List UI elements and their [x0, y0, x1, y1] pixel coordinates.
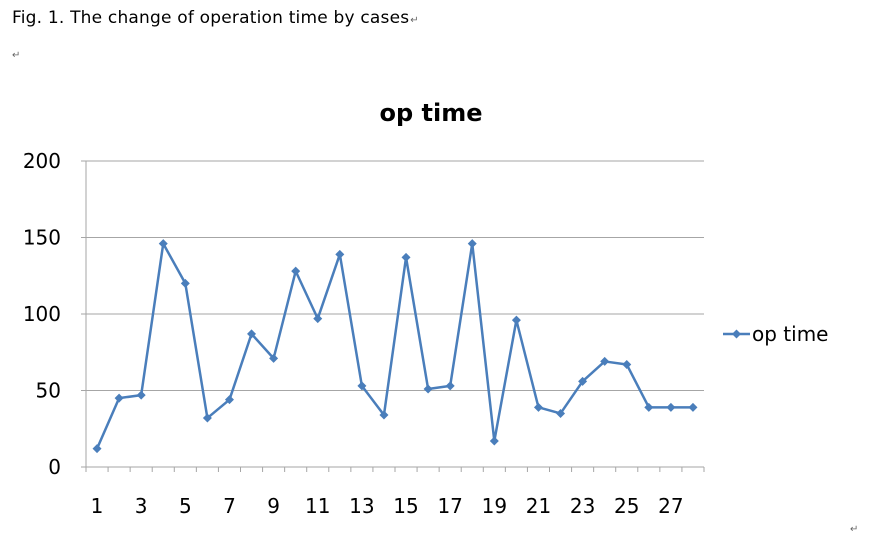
data-point — [158, 239, 168, 249]
x-tick-label: 11 — [305, 494, 330, 518]
data-point — [401, 252, 411, 262]
data-point — [445, 381, 455, 391]
data-point — [357, 381, 367, 391]
data-point — [556, 408, 566, 418]
data-point — [600, 356, 610, 366]
y-tick-label: 150 — [23, 226, 61, 250]
x-tick-label: 19 — [482, 494, 507, 518]
legend: op time — [723, 322, 828, 346]
data-point — [511, 315, 521, 325]
legend-label: op time — [752, 322, 828, 346]
data-point — [688, 402, 698, 412]
data-point — [666, 402, 676, 412]
y-axis-tick-labels: 0 50 100 150 200 — [23, 149, 61, 479]
y-tick-label: 50 — [36, 379, 61, 403]
x-tick-label: 15 — [393, 494, 418, 518]
x-tick-label: 7 — [223, 494, 236, 518]
x-tick-label: 3 — [135, 494, 148, 518]
data-point — [335, 249, 345, 259]
y-tick-label: 0 — [48, 455, 61, 479]
data-point — [467, 239, 477, 249]
x-axis-tick-labels: 1 3 5 7 9 11 13 15 17 19 21 23 25 27 — [91, 494, 684, 518]
series-line — [95, 242, 693, 450]
x-tick-label: 17 — [437, 494, 462, 518]
data-point — [489, 436, 499, 446]
x-tick-label: 23 — [570, 494, 595, 518]
data-point — [92, 444, 102, 454]
x-tick-label: 9 — [267, 494, 280, 518]
y-tick-label: 100 — [23, 302, 61, 326]
data-point — [379, 410, 389, 420]
paragraph-mark: ↵ — [12, 50, 21, 61]
paragraph-mark: ↵ — [850, 524, 859, 535]
legend-marker-icon — [732, 329, 741, 339]
data-point — [533, 402, 543, 412]
x-tick-label: 25 — [614, 494, 639, 518]
data-point — [423, 384, 433, 394]
data-point — [180, 278, 190, 288]
x-tick-label: 13 — [349, 494, 374, 518]
gridlines — [86, 160, 704, 391]
chart-title: op time — [379, 99, 482, 127]
x-tick-label: 21 — [526, 494, 551, 518]
data-point — [202, 413, 212, 423]
y-tick-label: 200 — [23, 149, 61, 173]
axes — [81, 160, 705, 472]
data-point — [578, 376, 588, 386]
x-tick-label: 5 — [179, 494, 192, 518]
data-point — [114, 393, 124, 403]
caption-text: Fig. 1. The change of operation time by … — [12, 8, 410, 28]
data-point — [313, 314, 323, 324]
paragraph-mark: ↵ — [410, 15, 419, 26]
x-tick-label: 27 — [658, 494, 683, 518]
data-point — [644, 402, 654, 412]
data-point — [224, 395, 234, 405]
data-point — [291, 266, 301, 276]
data-point — [247, 329, 257, 339]
x-tick-label: 1 — [91, 494, 104, 518]
data-point — [136, 390, 146, 400]
data-point — [622, 359, 632, 369]
series-op-time — [92, 239, 698, 454]
figure-caption: Fig. 1. The change of operation time by … — [12, 8, 419, 28]
data-point — [269, 353, 279, 363]
